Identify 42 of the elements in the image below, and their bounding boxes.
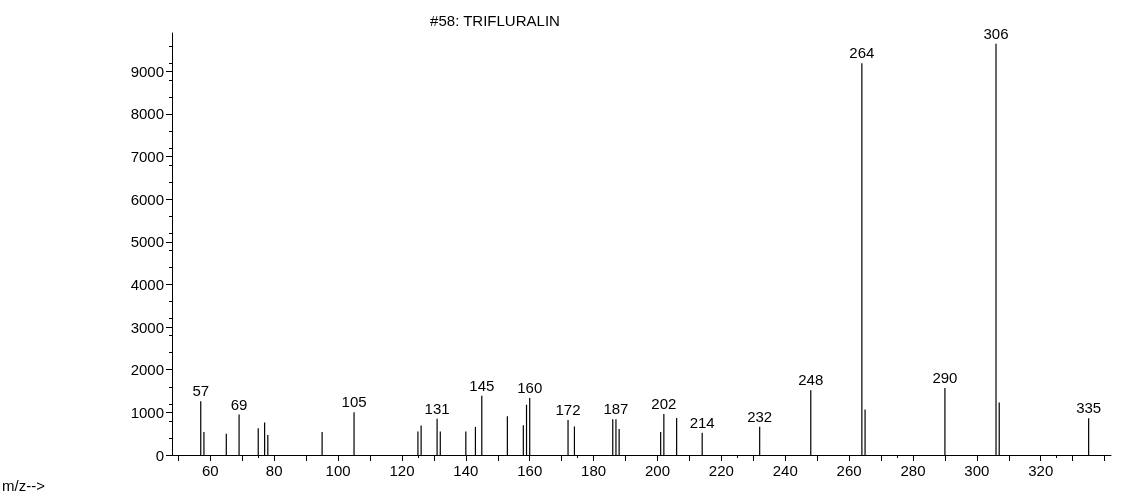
x-tick-label: 100 xyxy=(325,462,351,479)
x-tick-label: 80 xyxy=(265,462,283,479)
x-tick-label: 120 xyxy=(389,462,415,479)
x-tick-label: 220 xyxy=(708,462,734,479)
annotation: 69 xyxy=(230,395,248,413)
y-tick-label: 8000 xyxy=(130,105,164,123)
text: m/z--> xyxy=(2,477,46,494)
x-tick-label: 240 xyxy=(772,462,798,479)
x-tick-label: 260 xyxy=(836,462,862,479)
annotation: 172 xyxy=(555,401,581,419)
annotation: 290 xyxy=(932,369,958,387)
annotation: 131 xyxy=(424,399,450,417)
y-tick-label: 0 xyxy=(155,446,164,464)
x-tick-label: 200 xyxy=(644,462,670,479)
annotation: 248 xyxy=(798,371,824,389)
chart-title: #58: TRIFLURALIN xyxy=(430,12,560,29)
annotation: 202 xyxy=(651,395,677,413)
annotation: 160 xyxy=(517,378,543,396)
x-tick-label: 280 xyxy=(900,462,926,479)
x-tick-label: 300 xyxy=(964,462,990,479)
y-tick-label: 7000 xyxy=(130,148,164,166)
y-tick-label: 1000 xyxy=(130,403,164,421)
x-tick-label: 60 xyxy=(201,462,219,479)
x-tick-label: 320 xyxy=(1028,462,1054,479)
annotation: 306 xyxy=(983,24,1009,42)
y-tick-label: 5000 xyxy=(130,233,164,251)
y-tick-label: 3000 xyxy=(130,318,164,336)
annotation: 264 xyxy=(849,44,875,62)
annotation: 57 xyxy=(192,382,210,400)
annotation: 145 xyxy=(469,376,495,394)
annotation: 214 xyxy=(689,413,715,431)
annotation: 232 xyxy=(747,407,773,425)
annotation: 187 xyxy=(603,400,629,418)
y-tick-label: 6000 xyxy=(130,190,164,208)
x-tick-label: 160 xyxy=(517,462,543,479)
x-tick-label: 140 xyxy=(453,462,479,479)
x-tick-label: 180 xyxy=(581,462,607,479)
y-tick-label: 2000 xyxy=(130,361,164,379)
annotation: 335 xyxy=(1076,399,1102,417)
y-tick-label: 4000 xyxy=(130,275,164,293)
y-tick-label: 9000 xyxy=(130,62,164,80)
annotation: 105 xyxy=(341,393,367,411)
